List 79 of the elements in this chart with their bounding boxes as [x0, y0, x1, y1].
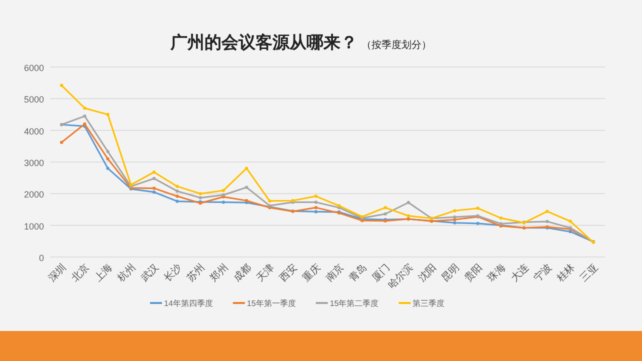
point [476, 206, 480, 210]
point [106, 150, 110, 154]
point [546, 210, 549, 213]
x-tick-label: 深圳 [46, 261, 69, 284]
line-series [60, 84, 596, 244]
point [176, 194, 179, 198]
point [314, 210, 318, 214]
point [83, 122, 86, 126]
point [384, 206, 387, 210]
point [83, 106, 86, 110]
point [244, 186, 248, 189]
x-tick-label: 沈阳 [416, 261, 439, 284]
point [244, 166, 248, 170]
point [568, 230, 572, 234]
point [106, 112, 110, 116]
point [453, 218, 456, 222]
x-tick-label: 苏州 [184, 261, 208, 284]
point [198, 192, 202, 196]
x-tick-label: 昆明 [440, 262, 462, 284]
x-tick-label: 天津 [254, 261, 277, 284]
point [176, 190, 179, 193]
point [60, 84, 64, 87]
point [499, 216, 503, 220]
y-tick-label: 4000 [24, 126, 44, 136]
point [314, 194, 318, 198]
x-tick-label: 宁波 [532, 261, 554, 284]
point [568, 220, 572, 223]
point [176, 200, 179, 203]
y-tick-label: 5000 [24, 94, 44, 105]
y-tick-label: 1000 [24, 221, 44, 232]
point [198, 196, 202, 200]
legend-label: 15年第二季度 [330, 299, 379, 308]
x-tick-label: 三亚 [578, 262, 601, 284]
point [152, 190, 156, 194]
point [83, 114, 86, 118]
legend-label: 14年第四季度 [164, 299, 213, 308]
point [106, 166, 110, 170]
x-tick-label: 北京 [69, 261, 92, 284]
point [176, 184, 179, 188]
legend-label: 第三季度 [412, 299, 445, 308]
point [314, 200, 318, 204]
x-tick-label: 贵阳 [462, 261, 485, 284]
point [152, 186, 156, 190]
x-tick-label: 西安 [277, 261, 300, 284]
point [60, 140, 64, 144]
point [314, 206, 318, 210]
point [384, 212, 387, 216]
x-tick-label: 长沙 [162, 261, 184, 284]
point [453, 221, 456, 224]
point [406, 214, 410, 218]
chart-subtitle: （按季度划分） [362, 39, 432, 51]
x-tick-label: 珠海 [485, 261, 508, 284]
x-tick-label: 重庆 [300, 261, 324, 284]
point [546, 220, 549, 224]
x-tick-label: 武汉 [138, 261, 162, 284]
y-tick-label: 6000 [24, 63, 44, 73]
point [222, 188, 226, 192]
x-tick-label: 青岛 [346, 261, 370, 284]
y-tick-label: 2000 [24, 190, 44, 200]
point [406, 200, 410, 204]
x-tick-label: 上海 [92, 261, 115, 284]
point [106, 157, 110, 160]
point [476, 222, 480, 226]
chart-title: 广州的会议客源从哪来？ [170, 33, 358, 52]
legend-label: 15年第一季度 [246, 299, 296, 308]
point [152, 170, 156, 174]
x-tick-label: 桂林 [554, 261, 578, 285]
point [453, 216, 456, 219]
y-tick-label: 0 [38, 253, 44, 263]
x-tick-label: 成都 [231, 261, 254, 284]
x-tick-label: 杭州 [114, 261, 138, 285]
y-tick-label: 3000 [24, 158, 44, 168]
point [268, 199, 272, 203]
x-tick-label: 南京 [324, 261, 346, 284]
point [453, 209, 456, 212]
point [222, 200, 226, 204]
point [152, 176, 156, 180]
x-tick-label: 郑州 [208, 261, 231, 284]
x-tick-label: 大连 [508, 261, 532, 284]
